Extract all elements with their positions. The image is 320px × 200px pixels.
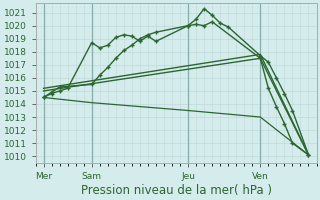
X-axis label: Pression niveau de la mer( hPa ): Pression niveau de la mer( hPa ) [81, 184, 271, 197]
